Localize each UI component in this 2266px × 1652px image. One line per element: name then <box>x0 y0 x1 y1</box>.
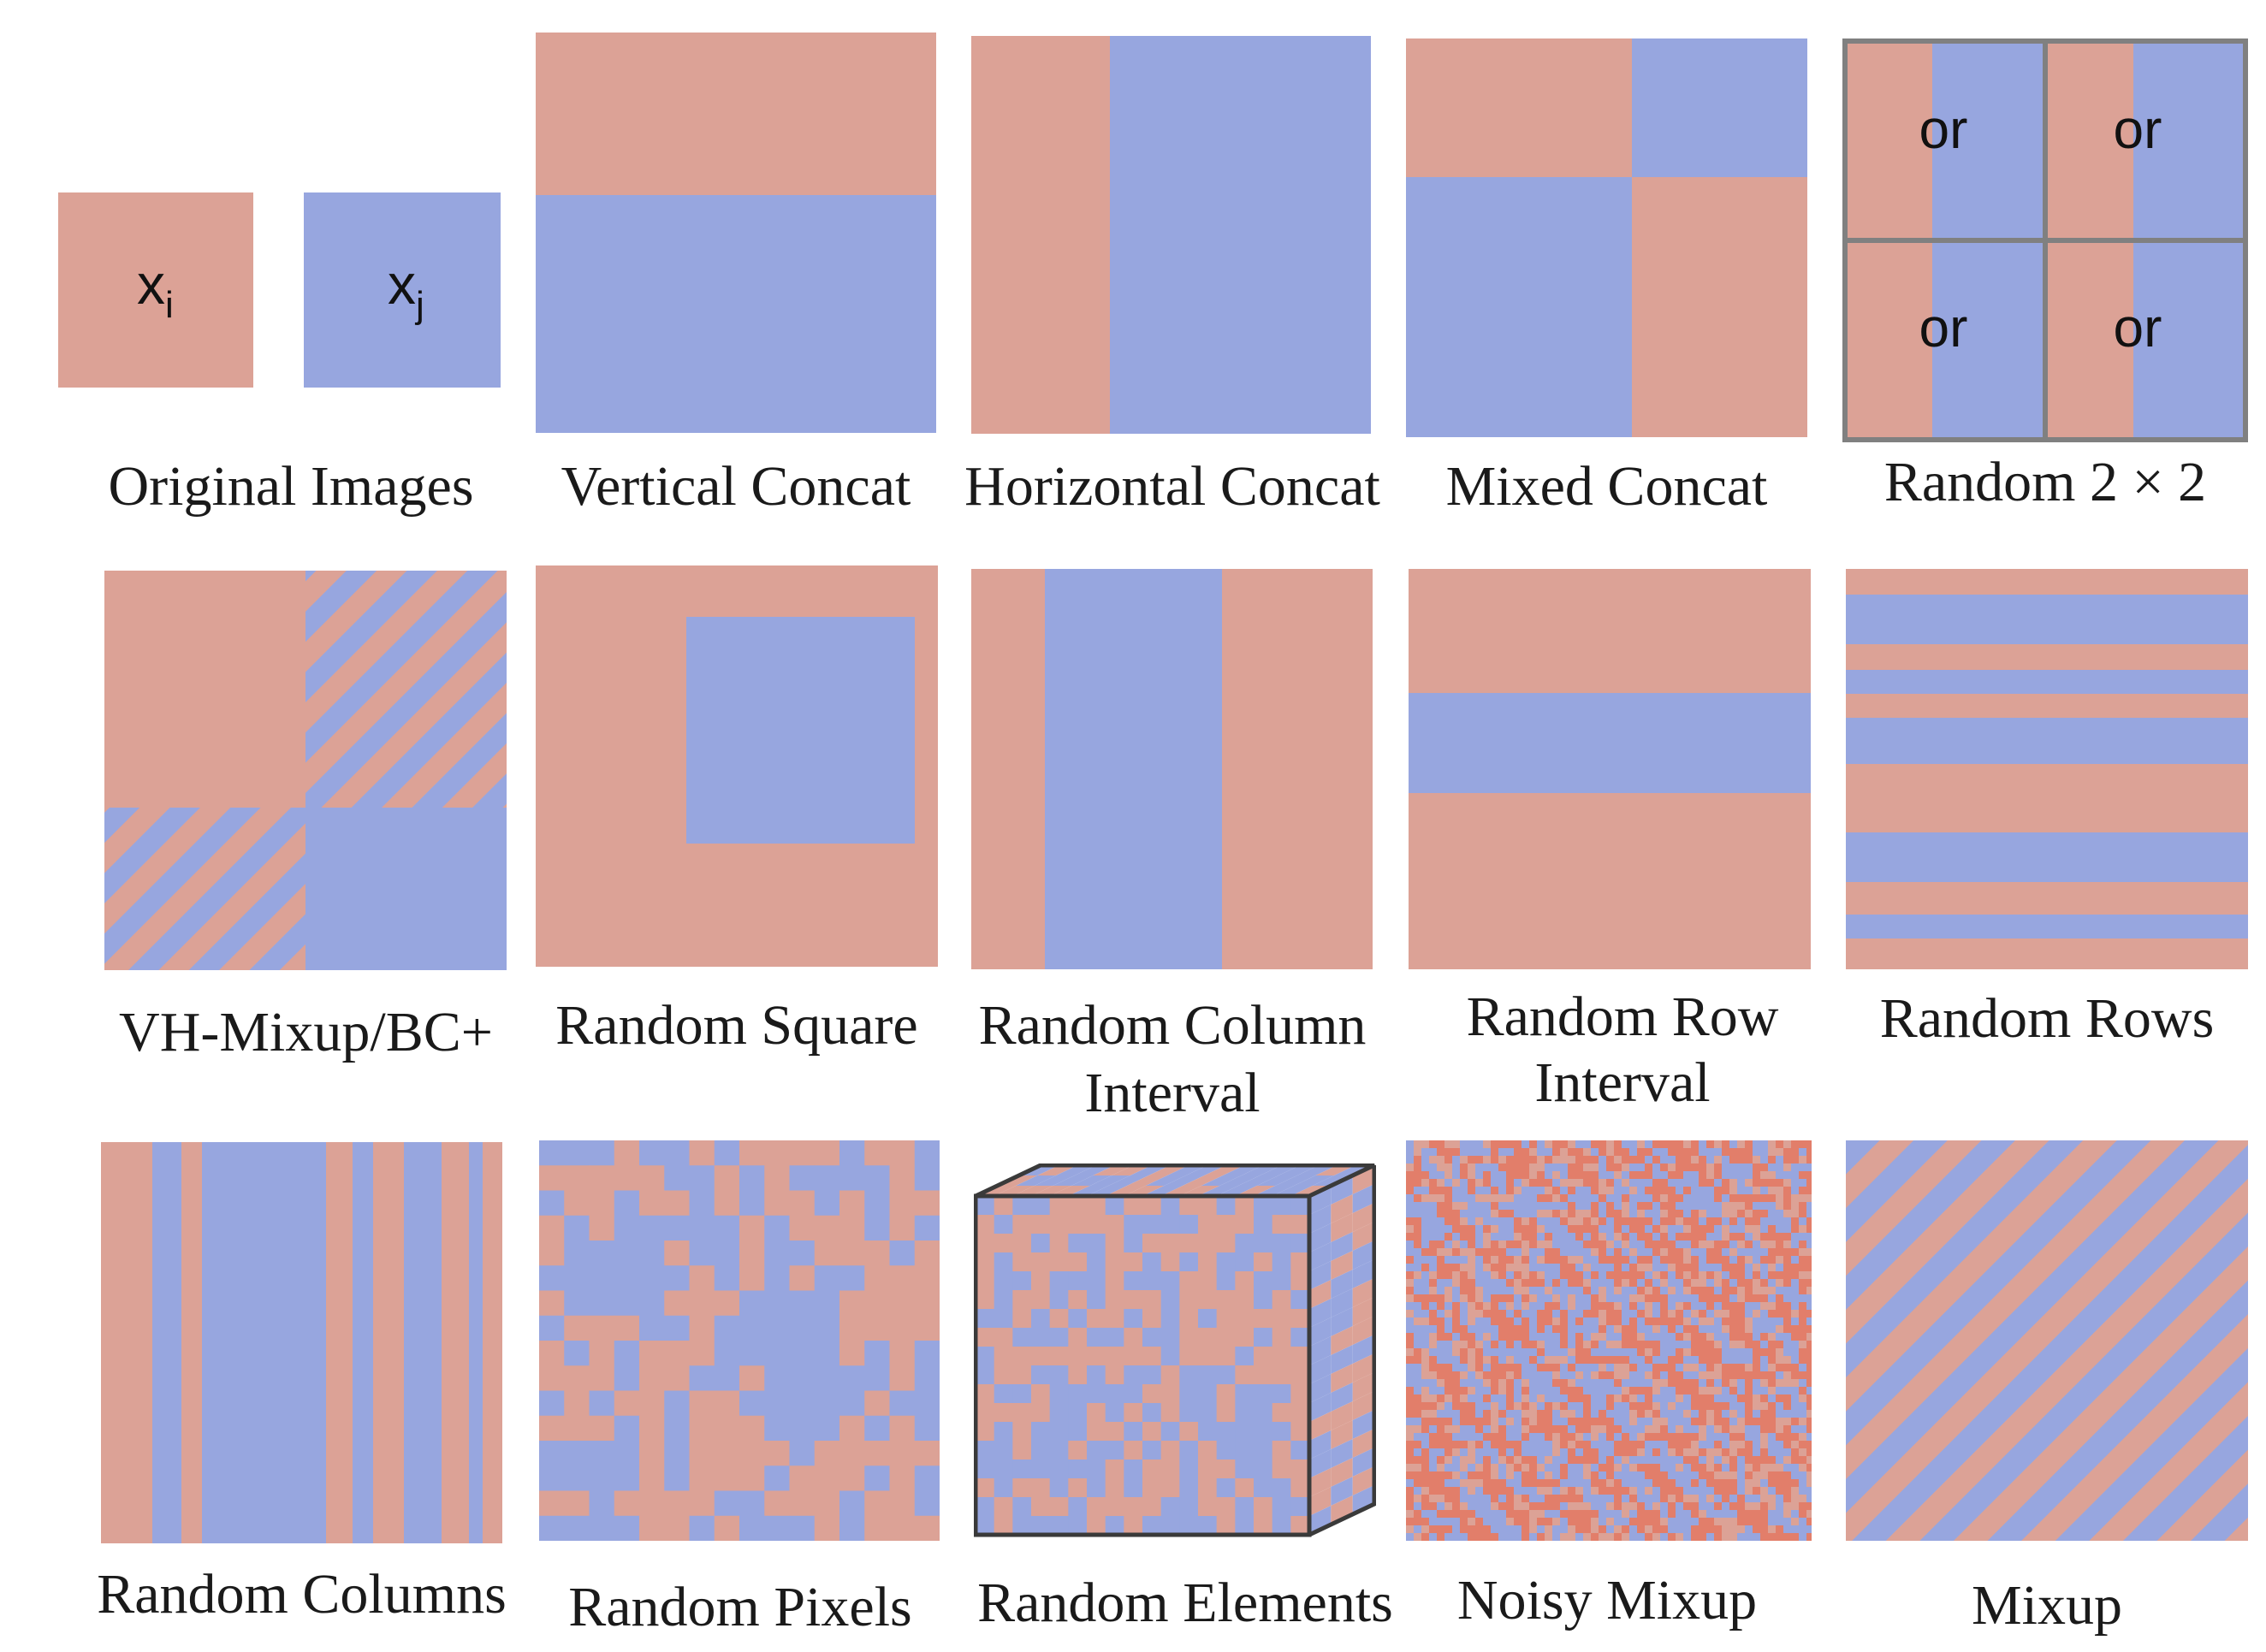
vh-mixup-image <box>104 571 507 970</box>
svg-text:xj: xj <box>388 252 424 326</box>
label-vertical-concat: Vertical Concat <box>561 455 911 518</box>
label-mixed-concat: Mixed Concat <box>1445 455 1768 518</box>
label-random-elements: Random Elements <box>977 1572 1393 1634</box>
label-mixup: Mixup <box>1971 1574 2123 1637</box>
label-random-rows: Random Rows <box>1879 987 2215 1050</box>
horizontal-concat-image <box>971 36 1371 434</box>
label-vh-mixup: VH-Mixup/BC+ <box>119 1001 493 1063</box>
random-pixels-image <box>539 1140 940 1541</box>
xj-symbol: x <box>388 252 416 316</box>
random-square-image <box>536 565 938 967</box>
random-2x2-image: or or or or <box>1842 38 2248 442</box>
mixed-concat-image <box>1406 38 1807 437</box>
xi-symbol: x <box>137 252 165 316</box>
or-text-bottom-right: or <box>2114 297 2162 358</box>
label-random-row-interval-line1: Random Row <box>1466 986 1779 1048</box>
label-random-2x2: Random 2 × 2 <box>1883 451 2207 513</box>
label-random-column-interval-line1: Random Column <box>978 994 1367 1057</box>
or-text-top-left: or <box>1919 98 1968 160</box>
xi-subscript: i <box>165 284 174 326</box>
original-image-xi: xi <box>58 192 253 388</box>
label-random-row-interval-line2: Interval <box>1534 1051 1711 1114</box>
mixup-image <box>1846 1140 2248 1541</box>
vertical-concat-image <box>536 33 936 433</box>
random-row-interval-image <box>1409 569 1811 969</box>
noisy-mixup-image <box>1406 1140 1812 1541</box>
xj-subscript: j <box>414 284 424 326</box>
label-random-columns: Random Columns <box>97 1563 507 1625</box>
label-original-images: Original Images <box>108 455 474 518</box>
random-rows-image <box>1846 569 2248 969</box>
svg-text:xi: xi <box>137 252 174 326</box>
original-image-xj: xj <box>304 192 501 388</box>
label-random-pixels: Random Pixels <box>568 1576 912 1638</box>
label-random-column-interval-line2: Interval <box>1084 1062 1261 1124</box>
label-noisy-mixup: Noisy Mixup <box>1456 1569 1758 1631</box>
label-horizontal-concat: Horizontal Concat <box>964 455 1380 518</box>
or-text-top-right: or <box>2114 98 2162 160</box>
label-random-square: Random Square <box>555 994 918 1057</box>
random-elements-cube <box>974 1164 1376 1538</box>
random-columns-image <box>101 1142 502 1543</box>
random-column-interval-image <box>971 569 1373 969</box>
or-text-bottom-left: or <box>1919 297 1968 358</box>
